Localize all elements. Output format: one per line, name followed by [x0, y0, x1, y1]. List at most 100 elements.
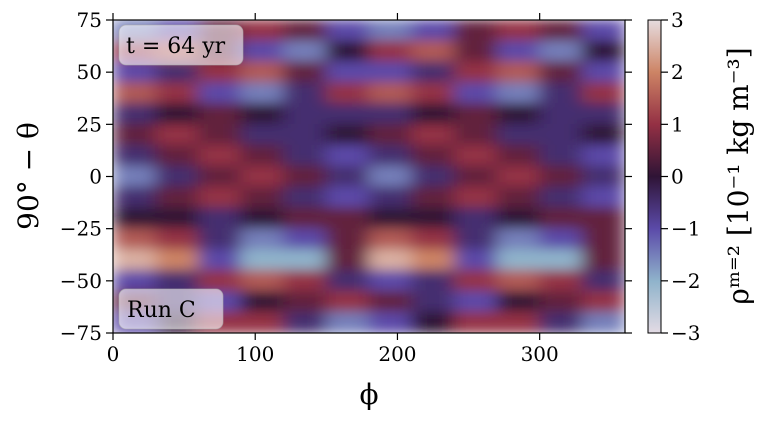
heatmap-cell — [325, 102, 370, 125]
heatmap-cell — [368, 228, 413, 251]
heatmap-cell — [113, 207, 157, 230]
x-axis-label: ϕ — [359, 378, 378, 411]
heatmap-cell — [283, 40, 327, 63]
heatmap-cell — [411, 102, 455, 125]
heatmap-cell — [539, 82, 583, 104]
heatmap-cell — [197, 207, 242, 230]
heatmap-cell — [581, 207, 625, 230]
heatmap-cell — [539, 207, 583, 230]
colorbar-label: ρᵐ⁼² [10⁻¹ kg m⁻³] — [722, 47, 755, 304]
heatmap-cell — [113, 165, 157, 188]
heatmap-cell — [240, 20, 285, 42]
heatmap-cell — [325, 20, 370, 42]
heatmap-cell — [581, 61, 625, 84]
heatmap-cell — [155, 228, 199, 251]
heatmap-cell — [240, 249, 285, 271]
heatmap-cell — [113, 123, 157, 146]
heatmap-cell — [496, 123, 541, 146]
heatmap-cell — [581, 40, 625, 63]
y-tick-label: −75 — [60, 321, 102, 345]
heatmap-cell — [453, 207, 498, 230]
heatmap-cell — [197, 186, 242, 209]
heatmap-cell — [325, 290, 370, 313]
heatmap-cell — [453, 144, 498, 167]
heatmap-cell — [325, 269, 370, 292]
heatmap-cell — [539, 249, 583, 271]
heatmap-cell — [113, 249, 157, 271]
colorbar-tick-label: 3 — [671, 8, 684, 32]
heatmap-cell — [325, 61, 370, 84]
heatmap-cell — [155, 186, 199, 209]
heatmap-cell — [453, 102, 498, 125]
heatmap-cell — [240, 123, 285, 146]
heatmap-cell — [325, 207, 370, 230]
heatmap-cell — [113, 269, 157, 292]
heatmap-cell — [283, 311, 327, 333]
heatmap-cell — [411, 144, 455, 167]
heatmap-cell — [197, 165, 242, 188]
heatmap-cell — [283, 102, 327, 125]
heatmap-cell — [496, 249, 541, 271]
heatmap-cell — [411, 186, 455, 209]
heatmap-cell — [155, 82, 199, 104]
heatmap-cell — [240, 82, 285, 104]
heatmap-cell — [539, 269, 583, 292]
heatmap-cell — [368, 290, 413, 313]
heatmap-cell — [113, 82, 157, 104]
heatmap-cell — [539, 123, 583, 146]
heatmap-cell — [539, 186, 583, 209]
heatmap-cell — [581, 228, 625, 251]
heatmap-cell — [283, 82, 327, 104]
heatmap-cell — [496, 207, 541, 230]
heatmap-cell — [496, 61, 541, 84]
heatmap-cell — [113, 228, 157, 251]
heatmap-cell — [453, 311, 498, 333]
heatmap-cell — [283, 290, 327, 313]
heatmap-cell — [453, 165, 498, 188]
heatmap-cell — [283, 207, 327, 230]
heatmap-cell — [411, 165, 455, 188]
annotation: Run C — [127, 298, 196, 323]
heatmap-cell — [581, 290, 625, 313]
heatmap-cell — [197, 144, 242, 167]
colorbar-tick-label: −3 — [671, 321, 700, 345]
heatmap-cell — [240, 269, 285, 292]
heatmap-cell — [283, 165, 327, 188]
heatmap-cell — [411, 61, 455, 84]
heatmap-cell — [240, 186, 285, 209]
heatmap-cell — [496, 269, 541, 292]
heatmap — [113, 20, 625, 333]
heatmap-cell — [283, 61, 327, 84]
heatmap-cell — [453, 228, 498, 251]
heatmap-cell — [240, 207, 285, 230]
x-tick-label: 0 — [107, 342, 120, 366]
heatmap-cell — [411, 311, 455, 333]
heatmap-clip — [113, 20, 625, 333]
y-tick-label: 0 — [89, 165, 102, 189]
heatmap-cell — [240, 40, 285, 63]
heatmap-cell — [240, 102, 285, 125]
heatmap-cell — [155, 249, 199, 271]
heatmap-cell — [155, 144, 199, 167]
heatmap-cell — [283, 123, 327, 146]
heatmap-cell — [581, 144, 625, 167]
heatmap-cell — [368, 186, 413, 209]
heatmap-cell — [496, 228, 541, 251]
y-tick-label: −25 — [60, 217, 102, 241]
annotation-box — [118, 288, 224, 330]
heatmap-cell — [240, 61, 285, 84]
y-tick-label: −50 — [60, 269, 102, 293]
heatmap-cell — [368, 61, 413, 84]
x-tick-label: 200 — [378, 342, 416, 366]
heatmap-cell — [581, 165, 625, 188]
heatmap-cell — [453, 123, 498, 146]
heatmap-cell — [539, 228, 583, 251]
heatmap-cell — [411, 123, 455, 146]
heatmap-cell — [581, 20, 625, 42]
heatmap-cell — [240, 228, 285, 251]
y-tick-label: 25 — [77, 112, 102, 136]
heatmap-cell — [368, 123, 413, 146]
heatmap-cell — [325, 249, 370, 271]
y-tick-label: 50 — [77, 60, 102, 84]
